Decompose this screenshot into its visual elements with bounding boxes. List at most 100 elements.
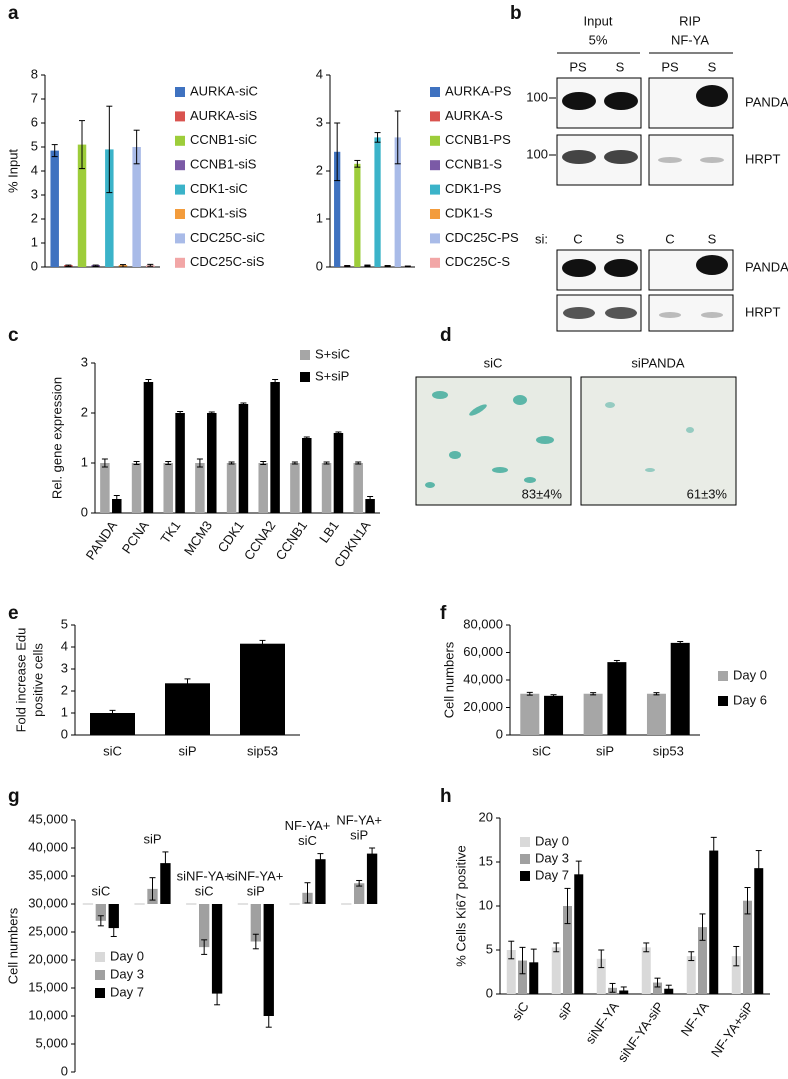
panel-label: e [8, 603, 19, 624]
panel-label: a [8, 3, 19, 24]
y-tick-label: 1 [61, 704, 68, 719]
si-lane: C [573, 231, 582, 246]
bar [731, 956, 741, 994]
legend-label: CDC25C-siC [190, 230, 265, 245]
bar [551, 947, 561, 994]
error-bar [252, 933, 259, 950]
y-tick-label: 5 [486, 941, 493, 956]
category-label: siNF-YA+ [228, 868, 283, 883]
y-tick-label: 4 [31, 162, 38, 177]
error-bar [508, 940, 515, 960]
error-bar [733, 945, 740, 967]
category-label: siC [298, 833, 317, 848]
error-bar [79, 120, 86, 170]
error-bar [404, 265, 411, 268]
bar [95, 904, 106, 921]
error-bar [354, 159, 361, 168]
gel-header: NF-YA [671, 32, 709, 47]
legend-label: Day 0 [733, 667, 767, 682]
chart: 0 1 2 3 4 AURKA-PS AURKA-S CCNB1-PS CCNB1-S CDK1-… [316, 66, 519, 273]
y-tick-label: 3 [61, 660, 68, 675]
error-bar [162, 851, 169, 875]
legend-swatch [718, 696, 728, 706]
x-tick-label: siP [554, 999, 577, 1022]
x-tick-label: sip53 [247, 743, 278, 758]
error-bar [304, 882, 311, 904]
legend-label: S+siP [315, 368, 349, 383]
legend-swatch [300, 350, 310, 360]
legend-label: CCNB1-siS [190, 157, 257, 172]
error-bar [553, 942, 560, 953]
y-tick-label: 10 [479, 897, 493, 912]
bar [374, 137, 381, 267]
y-tick-label: 2 [81, 404, 88, 419]
x-tick-label: siP [178, 743, 196, 758]
error-bar [613, 659, 620, 665]
y-axis-label: % Input [5, 149, 20, 193]
legend-label: Day 0 [535, 833, 569, 848]
error-bar [665, 984, 672, 993]
percent-label: 83±4% [522, 486, 563, 501]
legend-label: CDC25C-siS [190, 254, 265, 269]
legend-label: Day 7 [110, 984, 144, 999]
bar [207, 413, 217, 513]
error-bar [744, 887, 751, 915]
error-bar [335, 431, 342, 435]
legend-label: CDK1-S [445, 205, 493, 220]
error-bar [51, 144, 58, 158]
legend-label: AURKA-siS [190, 108, 258, 123]
y-tick-label: 20,000 [463, 699, 503, 714]
error-bar [272, 379, 279, 385]
legend-label: Day 3 [110, 966, 144, 981]
legend-swatch [520, 837, 530, 847]
row-label: HRPT [745, 304, 780, 319]
bar [354, 163, 361, 267]
bar [263, 904, 274, 1016]
bar [743, 900, 752, 994]
bar [607, 662, 627, 735]
x-tick-label: PANDA [83, 518, 121, 563]
bar [698, 927, 707, 994]
legend-swatch [520, 871, 530, 881]
stained-cells [425, 391, 694, 488]
row-label: HRPT [745, 151, 780, 166]
gel-header: Input [584, 13, 613, 28]
panel-label: g [8, 786, 20, 807]
bar [520, 693, 540, 735]
error-bar [265, 1004, 272, 1028]
y-tick-label: 3 [316, 114, 323, 129]
legend-label: CCNB1-PS [445, 132, 511, 147]
bar [100, 463, 110, 513]
y-axis-label: Cell numbers [441, 641, 456, 718]
bar [646, 693, 666, 735]
legend-swatch [95, 952, 105, 962]
error-bar [677, 641, 684, 645]
error-bar [201, 939, 208, 955]
bar [341, 903, 352, 905]
staining-panel: siC siPANDA 83±4% 61±3% [415, 355, 737, 506]
image-label: siC [484, 355, 503, 370]
panel-label: b [510, 3, 522, 24]
legend-label: CCNB1-siC [190, 132, 257, 147]
error-bar [106, 105, 113, 194]
legend-swatch [175, 184, 185, 195]
legend-swatch [430, 184, 440, 195]
error-bar [228, 461, 235, 465]
size-marker: 100 [526, 146, 548, 161]
x-tick-label: PCNA [119, 518, 152, 556]
error-bar [334, 122, 341, 182]
error-bar [653, 692, 660, 696]
bar [195, 463, 205, 513]
category-label: NF-YA+ [285, 818, 331, 833]
y-tick-label: 0 [31, 258, 38, 273]
si-lane: S [616, 231, 625, 246]
error-bar [367, 496, 374, 502]
error-bar [688, 951, 695, 962]
y-tick-label: 5 [31, 138, 38, 153]
error-bar [145, 379, 152, 385]
legend-swatch [430, 111, 440, 122]
bar [641, 947, 651, 994]
error-bar [394, 110, 401, 165]
error-bar [149, 877, 156, 901]
